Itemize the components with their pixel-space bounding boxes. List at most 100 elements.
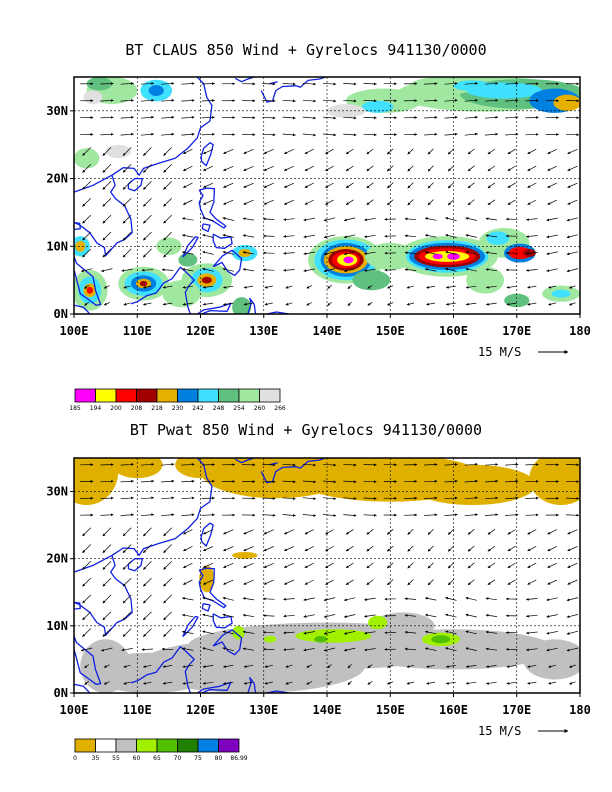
wind-vector (548, 664, 557, 668)
wind-vector (183, 546, 193, 552)
wind-vector (203, 546, 214, 552)
coastline (212, 629, 243, 656)
wind-vector (465, 302, 477, 306)
wind-vector (141, 268, 154, 272)
wind-vector (546, 631, 558, 635)
wind-vector (243, 579, 254, 585)
wind-vector (161, 268, 174, 272)
wind-vector (547, 546, 557, 552)
wind-vector (445, 647, 457, 652)
wind-vector (547, 148, 557, 155)
wind-vector (345, 165, 354, 172)
wind-vector (507, 545, 516, 552)
wind-vector (527, 302, 537, 306)
wind-vector (445, 267, 457, 272)
wind-vector (347, 284, 352, 290)
wind-vector (182, 268, 194, 272)
colorbar-label: 242 (192, 405, 204, 412)
wind-vector (527, 579, 537, 585)
wind-vector (464, 479, 478, 483)
wind-vector (404, 614, 417, 617)
colorbar-swatch (218, 738, 240, 753)
wind-vector (404, 268, 417, 272)
wind-vector (123, 285, 131, 289)
wind-vector (201, 99, 215, 102)
wind-vector (282, 99, 296, 103)
wind-vector (426, 664, 436, 668)
wind-vector (201, 463, 215, 466)
wind-vector (140, 513, 155, 517)
wind-vector (387, 302, 394, 306)
wind-vector (424, 463, 438, 466)
panel2-title: BT Pwat 850 Wind + Gyrelocs 941130/0000 (129, 421, 483, 439)
wind-vector (264, 664, 273, 668)
wind-vector (82, 197, 92, 207)
wind-vector (163, 147, 172, 156)
wind-vector (366, 545, 374, 552)
wind-vector (487, 182, 496, 189)
y-tick-label: 20N (46, 172, 68, 186)
wind-vector (222, 267, 234, 272)
wind-vector (527, 199, 537, 205)
wind-vector (222, 613, 234, 618)
wind-vector (122, 180, 132, 190)
wind-vector (505, 99, 519, 102)
wind-vector (120, 513, 134, 517)
shade-patch (86, 286, 93, 294)
wind-vector (505, 115, 519, 119)
wind-vector (569, 664, 576, 668)
wind-vector (447, 562, 455, 569)
wind-vector (404, 251, 417, 255)
wind-vector (243, 664, 254, 668)
wind-vector (303, 234, 315, 239)
wind-vector (323, 614, 336, 618)
wind-vector (82, 214, 92, 224)
wind-vector (122, 164, 132, 173)
shade-patch (162, 280, 201, 308)
wind-vector (323, 234, 336, 239)
panel1-reference-vector: 15 M/S (478, 345, 569, 359)
wind-vector (80, 268, 93, 273)
wind-vector (447, 579, 455, 586)
coastline (74, 77, 213, 193)
colorbar-label: 254 (233, 405, 245, 412)
wind-vector (486, 302, 497, 306)
wind-vector (343, 597, 356, 602)
wind-vector (161, 496, 175, 500)
wind-vector (201, 479, 215, 483)
wind-vector (343, 647, 356, 652)
wind-vector (143, 577, 152, 587)
wind-vector (487, 148, 496, 155)
wind-vector (406, 285, 415, 289)
wind-vector (222, 647, 234, 652)
wind-vector (82, 248, 92, 258)
wind-vector (103, 285, 110, 289)
wind-vector (140, 132, 155, 136)
wind-vector (565, 133, 580, 137)
wind-vector (505, 513, 519, 517)
wind-vector (407, 562, 414, 569)
wind-vector (527, 545, 537, 552)
wind-vector (367, 664, 373, 668)
shade-patch (486, 231, 510, 245)
wind-vector (445, 285, 456, 289)
wind-vector (527, 681, 537, 685)
wind-vector (100, 513, 114, 517)
coastline (260, 77, 326, 103)
wind-vector (464, 496, 478, 500)
wind-vector (343, 514, 357, 517)
wind-vector (387, 664, 394, 668)
panel1-coastlines (74, 77, 326, 314)
wind-vector (465, 630, 477, 635)
wind-vector (427, 545, 434, 552)
wind-vector (183, 562, 193, 569)
wind-vector (202, 681, 214, 685)
wind-vector (427, 579, 434, 586)
wind-vector (202, 285, 214, 289)
wind-vector (322, 463, 337, 467)
wind-vector (82, 628, 92, 637)
wind-vector (505, 82, 519, 85)
wind-vector (283, 597, 295, 601)
x-tick-label: 170E (502, 703, 531, 717)
wind-vector (465, 267, 477, 272)
